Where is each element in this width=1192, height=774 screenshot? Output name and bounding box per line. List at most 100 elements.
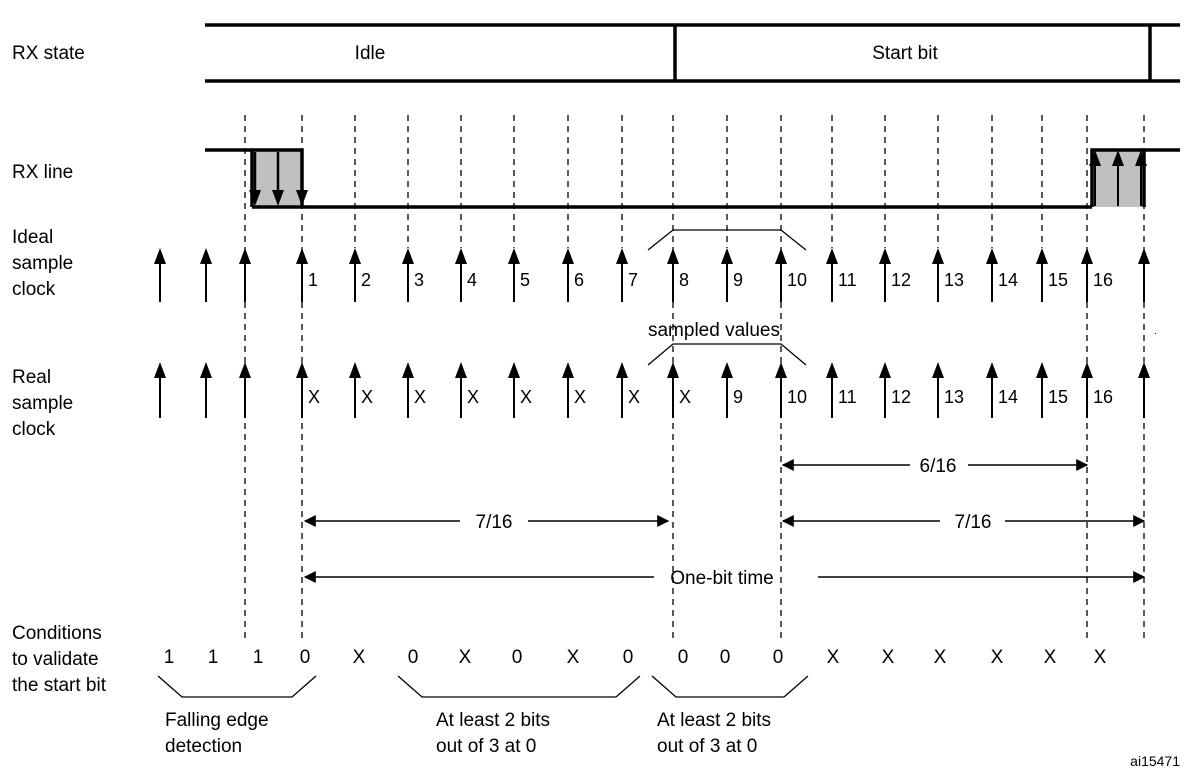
- real-tick-label: X: [628, 387, 640, 407]
- six-sixteenths-label: 6/16: [920, 456, 957, 477]
- ideal-tick-label: 16: [1093, 270, 1113, 290]
- real-clock-arrow: [667, 362, 679, 418]
- ideal-clock-arrow: [826, 248, 838, 302]
- falling-edge-arrow: [249, 152, 261, 206]
- real-tick-label: X: [308, 387, 320, 407]
- ideal-clock-arrow: [986, 248, 998, 302]
- real-tick-label: 11: [838, 387, 857, 407]
- ideal-tick-label: 3: [414, 270, 424, 290]
- condition-value: X: [459, 647, 472, 668]
- ideal-clock-arrow: [239, 248, 251, 302]
- ideal-clock-arrow: [1138, 248, 1150, 302]
- figure-id: ai15471: [1130, 753, 1180, 769]
- ideal-clock-arrow: [296, 248, 308, 302]
- real-clock-label-line1: Real: [12, 367, 51, 388]
- ideal-clock-arrow: [349, 248, 361, 302]
- real-clock-arrow: [1081, 362, 1093, 418]
- real-clock-label-line3: clock: [12, 419, 56, 440]
- ideal-tick-label: 15: [1048, 270, 1068, 290]
- rx-line-waveform: [205, 148, 1180, 209]
- real-clock-arrow: [721, 362, 733, 418]
- real-clock-arrow: [1138, 362, 1150, 418]
- ideal-clock-label-line3: clock: [12, 279, 56, 300]
- conditions-label-line2: to validate: [12, 649, 99, 670]
- real-clock-arrow: [402, 362, 414, 418]
- conditions-label-line3: the start bit: [12, 675, 107, 696]
- rx-line-label: RX line: [12, 162, 73, 183]
- real-clock-arrow: [562, 362, 574, 418]
- ideal-tick-label: 4: [467, 270, 477, 290]
- real-tick-label: X: [520, 387, 532, 407]
- ideal-clock-arrow: [879, 248, 891, 302]
- ideal-tick-label: 10: [787, 270, 807, 290]
- condition-value: X: [1094, 647, 1107, 668]
- ideal-tick-label: 13: [944, 270, 964, 290]
- real-tick-label: 16: [1093, 387, 1113, 407]
- real-sample-clock: X X X X X X X X 9 10 11 12 13 14 15 16: [154, 362, 1150, 418]
- ideal-clock-arrow: [616, 248, 628, 302]
- seven-sixteenths-left-label: 7/16: [476, 512, 513, 533]
- condition-value: 1: [164, 647, 175, 668]
- ideal-tick-label: 6: [574, 270, 584, 290]
- ideal-sample-clock: 1 2 3 4 5 6 7 8 9 10 11 12 13 14 15 16: [154, 248, 1150, 302]
- condition-value: 0: [300, 647, 311, 668]
- measurement-arrows: [303, 459, 1146, 583]
- real-clock-arrow: [1036, 362, 1048, 418]
- stray-mark: .: [1154, 326, 1157, 337]
- seven-sixteenths-right-label: 7/16: [955, 512, 992, 533]
- condition-values: 1 1 1 0 X 0 X 0 X 0 0 0 0 X X X X X X: [164, 647, 1107, 668]
- condition-value: 0: [512, 647, 523, 668]
- condition-value: 0: [623, 647, 634, 668]
- real-tick-label: 14: [998, 387, 1018, 407]
- real-tick-label: 12: [891, 387, 911, 407]
- rx-state-bus: [205, 23, 1180, 83]
- real-tick-label: X: [679, 387, 691, 407]
- condition-value: 0: [720, 647, 731, 668]
- real-tick-label: X: [574, 387, 586, 407]
- real-tick-label: 9: [733, 387, 743, 407]
- falling-edge-caption-line2: detection: [165, 736, 242, 757]
- ideal-tick-label: 1: [308, 270, 318, 290]
- rising-edge-arrow: [1112, 150, 1124, 206]
- condition-value: X: [567, 647, 580, 668]
- ideal-clock-label-line1: Ideal: [12, 227, 53, 248]
- real-clock-label-line2: sample: [12, 393, 73, 414]
- condition-value: X: [827, 647, 840, 668]
- dashed-guide-lines: [244, 115, 1145, 640]
- condition-value: 1: [208, 647, 219, 668]
- real-clock-arrow: [200, 362, 212, 418]
- ideal-tick-label: 14: [998, 270, 1018, 290]
- ideal-clock-arrow: [667, 248, 679, 302]
- falling-edge-caption-line1: Falling edge: [165, 710, 269, 731]
- ideal-clock-arrow: [775, 248, 787, 302]
- real-clock-arrow: [616, 362, 628, 418]
- real-clock-arrow: [349, 362, 361, 418]
- ideal-clock-arrow: [721, 248, 733, 302]
- condition-braces: [157, 675, 809, 698]
- ideal-clock-arrow: [200, 248, 212, 302]
- rising-edge-arrow: [1089, 150, 1101, 206]
- ideal-clock-arrow: [402, 248, 414, 302]
- ideal-tick-label: 11: [838, 270, 857, 290]
- ideal-tick-label: 5: [520, 270, 530, 290]
- ideal-tick-label: 2: [361, 270, 371, 290]
- condition-value: 0: [408, 647, 419, 668]
- conditions-label-line1: Conditions: [12, 623, 102, 644]
- ideal-clock-arrow: [455, 248, 467, 302]
- rx-edge-arrows: [249, 150, 1147, 206]
- sampled-window-brackets: [647, 229, 807, 366]
- condition-value: 0: [678, 647, 689, 668]
- condition-value: 0: [773, 647, 784, 668]
- ideal-clock-arrow: [1081, 248, 1093, 302]
- sampled-values-label: sampled values: [648, 320, 780, 341]
- real-clock-arrow: [879, 362, 891, 418]
- condition-value: X: [934, 647, 947, 668]
- real-tick-label: 13: [944, 387, 964, 407]
- ideal-clock-arrow: [508, 248, 520, 302]
- one-bit-time-label: One-bit time: [670, 568, 773, 589]
- ideal-clock-label-line2: sample: [12, 253, 73, 274]
- at-least-first-caption-line1: At least 2 bits: [436, 710, 550, 731]
- condition-value: 1: [253, 647, 264, 668]
- ideal-clock-arrow: [154, 248, 166, 302]
